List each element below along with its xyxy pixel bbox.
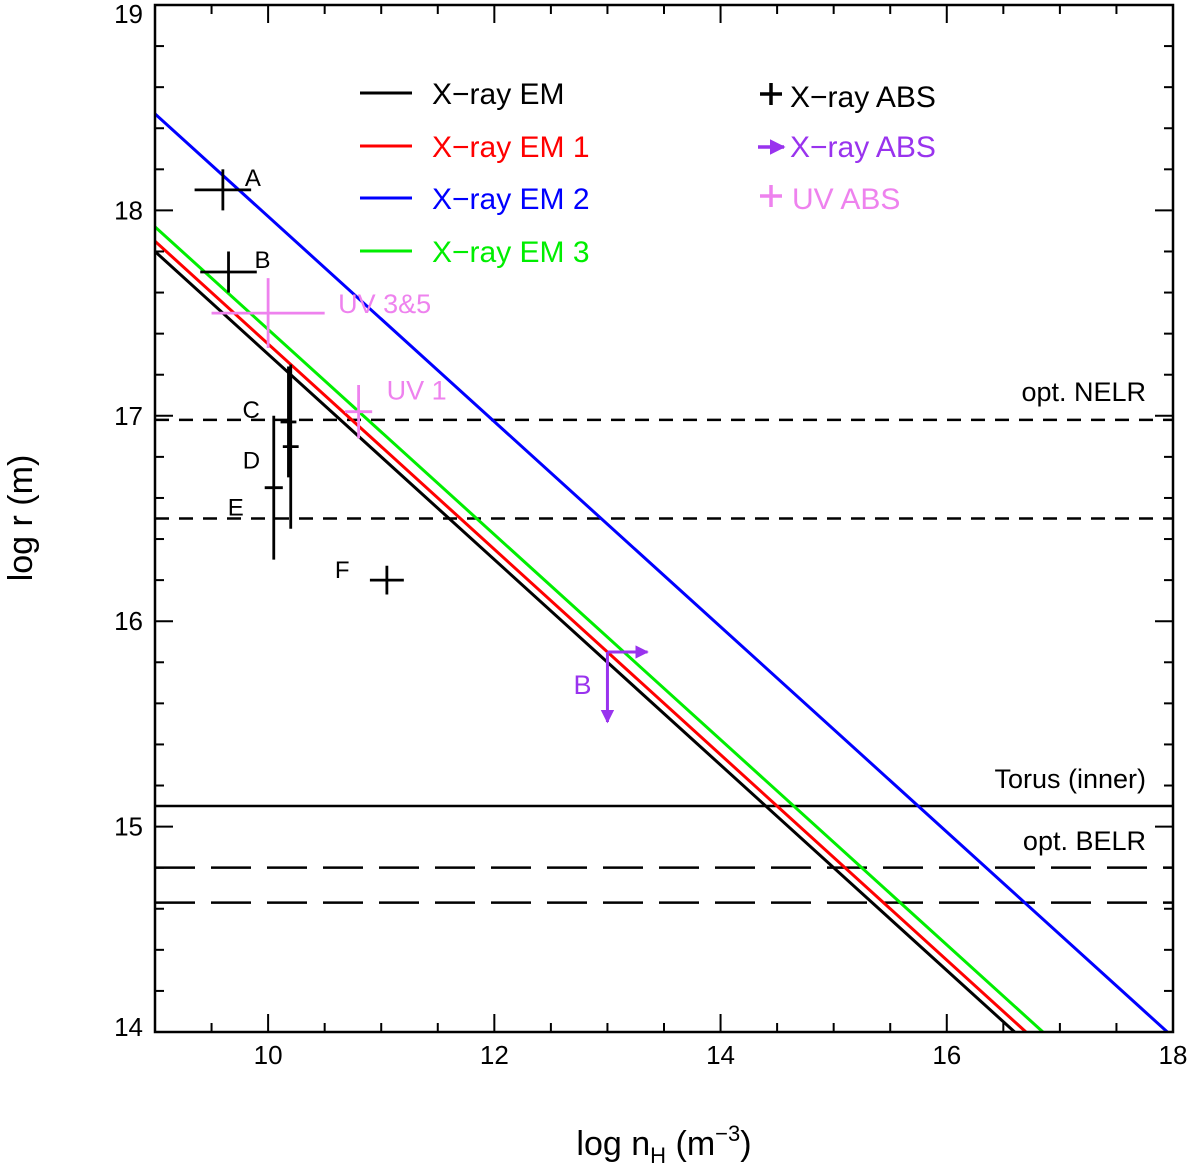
reference-lines bbox=[155, 418, 1173, 904]
x-tick-label: 16 bbox=[932, 1040, 961, 1070]
legend-label-xray-em: X−ray EM bbox=[432, 78, 565, 111]
data-points: A B CDE F UV 3&5 UV 1 B bbox=[194, 165, 649, 724]
nelr-label: opt. NELR bbox=[1021, 377, 1146, 407]
x-tick-label: 12 bbox=[480, 1040, 509, 1070]
y-tick-label: 17 bbox=[114, 401, 143, 431]
legend: X−ray EM X−ray EM 1 X−ray EM 2 X−ray EM … bbox=[360, 78, 936, 269]
belr-label: opt. BELR bbox=[1023, 826, 1146, 856]
xray-abs-label-c: C bbox=[242, 397, 259, 424]
xray-abs-label-d: D bbox=[243, 448, 260, 475]
uv-abs-point-uv-1 bbox=[345, 384, 373, 439]
axis-ticks: 10 12 14 16 18 14 15 16 17 18 19 bbox=[114, 0, 1187, 1070]
x-tick-label: 18 bbox=[1159, 1040, 1188, 1070]
legend-label-xray-em-1: X−ray EM 1 bbox=[432, 131, 590, 164]
series-lines bbox=[155, 112, 1169, 1032]
legend-label-xray-abs: X−ray ABS bbox=[790, 81, 936, 114]
uv-abs-label-uv-1: UV 1 bbox=[387, 376, 447, 406]
y-axis-title: log r (m) bbox=[2, 455, 40, 582]
series-line-x-ray-em bbox=[155, 250, 1016, 1032]
y-tick-label: 19 bbox=[114, 0, 143, 29]
y-tick-label: 14 bbox=[114, 1012, 143, 1042]
y-tick-label: 15 bbox=[114, 812, 143, 842]
xray-abs-limit-label: B bbox=[573, 670, 591, 700]
series-line-x-ray-em-1 bbox=[155, 240, 1027, 1032]
x-tick-label: 14 bbox=[706, 1040, 735, 1070]
xray-abs-limit-b: B bbox=[573, 645, 649, 724]
xray-abs-point-d bbox=[282, 364, 299, 529]
uv-abs-label-uv-3-5: UV 3&5 bbox=[338, 289, 431, 319]
legend-symbol-uv-abs-plus bbox=[760, 185, 782, 207]
x-tick-label: 10 bbox=[254, 1040, 283, 1070]
y-tick-label: 18 bbox=[114, 195, 143, 225]
series-line-x-ray-em-3 bbox=[155, 225, 1044, 1032]
x-axis-title: log nH (m−3) bbox=[576, 1121, 751, 1167]
xray-abs-label-e: E bbox=[228, 495, 244, 522]
legend-label-xray-em-3: X−ray EM 3 bbox=[432, 236, 590, 269]
xray-abs-label-a: A bbox=[245, 165, 261, 192]
xray-abs-point-a bbox=[194, 169, 252, 211]
legend-label-uv-abs: UV ABS bbox=[792, 183, 900, 216]
series-line-x-ray-em-2 bbox=[155, 112, 1169, 1032]
xray-abs-label-b: B bbox=[255, 247, 271, 274]
legend-label-xray-abs-limit: X−ray ABS bbox=[790, 131, 936, 164]
uv-abs-point-uv-3-5 bbox=[211, 278, 325, 349]
torus-label: Torus (inner) bbox=[994, 764, 1146, 794]
xray-abs-label-f: F bbox=[335, 557, 350, 584]
legend-label-xray-em-2: X−ray EM 2 bbox=[432, 183, 590, 216]
xray-abs-point-e bbox=[264, 415, 283, 560]
xray-abs-point-b bbox=[200, 251, 257, 293]
xray-abs-point-c bbox=[280, 366, 297, 478]
xray-abs-point-f bbox=[369, 565, 404, 595]
y-tick-label: 16 bbox=[114, 606, 143, 636]
legend-symbol-xray-abs-plus bbox=[760, 83, 782, 105]
